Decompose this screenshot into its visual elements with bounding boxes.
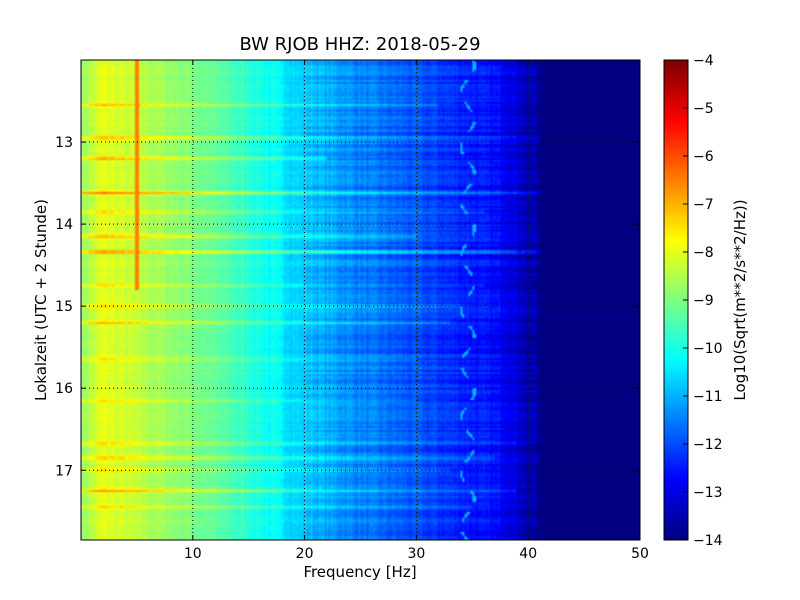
colorbar-ticks: −4 −5 −6 −7 −8 −9 −10 −11 −12 −13 −14 bbox=[683, 53, 723, 549]
colorbar-tick-label: −11 bbox=[693, 389, 723, 405]
spectrogram-heatmap bbox=[81, 60, 640, 540]
y-tick-label: 14 bbox=[55, 217, 73, 233]
colorbar-label: Log10(Sqrt(m**2/s**2/Hz)) bbox=[731, 199, 749, 400]
colorbar-tick-label: −12 bbox=[693, 437, 723, 453]
x-tick-label: 30 bbox=[407, 546, 425, 562]
chart-title: BW RJOB HHZ: 2018-05-29 bbox=[239, 34, 480, 55]
y-tick-label: 13 bbox=[55, 135, 73, 151]
colorbar-tick-label: −6 bbox=[693, 149, 714, 165]
y-tick-label: 15 bbox=[55, 299, 73, 315]
y-tick-label: 17 bbox=[55, 463, 73, 479]
colorbar-tick-label: −5 bbox=[693, 101, 714, 117]
colorbar-tick-label: −13 bbox=[693, 485, 723, 501]
x-tick-label: 20 bbox=[296, 546, 314, 562]
colorbar-tick-label: −7 bbox=[693, 197, 714, 213]
y-tick-label: 16 bbox=[55, 381, 73, 397]
colorbar-tick-label: −8 bbox=[693, 245, 714, 261]
colorbar-tick-label: −10 bbox=[693, 341, 723, 357]
colorbar-tick-label: −4 bbox=[693, 53, 714, 69]
grid-lines bbox=[81, 60, 640, 540]
x-tick-label: 10 bbox=[184, 546, 202, 562]
x-tick-label: 40 bbox=[519, 546, 537, 562]
y-axis-ticks: 13 14 15 16 17 bbox=[55, 135, 640, 479]
x-axis-ticks: 10 20 30 40 50 bbox=[184, 60, 649, 562]
colorbar: −4 −5 −6 −7 −8 −9 −10 −11 −12 −13 −14 bbox=[663, 53, 723, 549]
plot-frame bbox=[80, 59, 641, 541]
plot-area: 10 20 30 40 50 13 14 15 16 17 bbox=[55, 59, 649, 562]
colorbar-tick-label: −14 bbox=[693, 533, 723, 549]
x-tick-label: 50 bbox=[631, 546, 649, 562]
colorbar-tick-label: −9 bbox=[693, 293, 714, 309]
y-axis-label: Lokalzeit (UTC + 2 Stunde) bbox=[32, 199, 50, 401]
x-axis-label: Frequency [Hz] bbox=[303, 563, 416, 581]
